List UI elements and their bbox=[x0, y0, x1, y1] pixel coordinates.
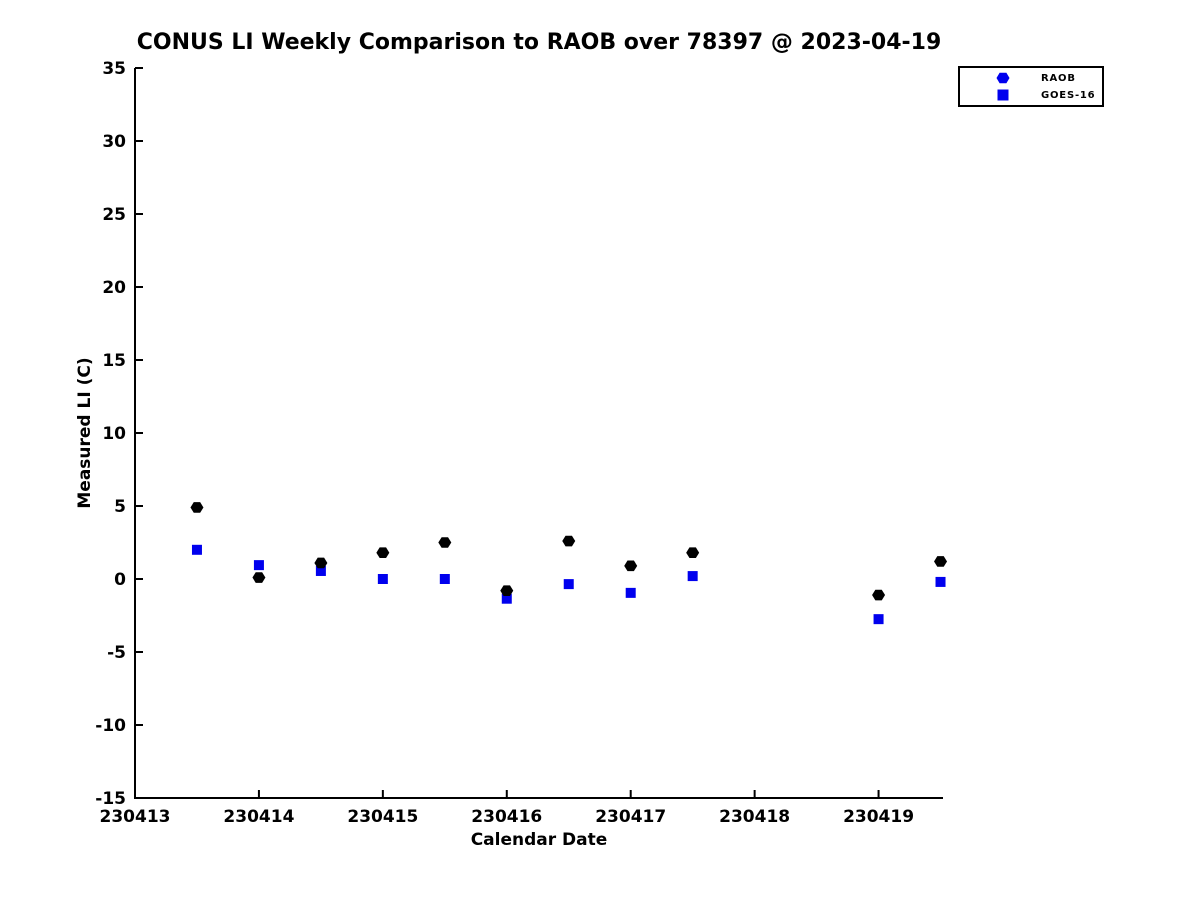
data-point-goes-16 bbox=[625, 587, 636, 598]
data-point-goes-16 bbox=[253, 560, 264, 571]
data-point-goes-16 bbox=[377, 574, 388, 584]
data-point-goes-16 bbox=[501, 593, 512, 604]
chart-title: CONUS LI Weekly Comparison to RAOB over … bbox=[136, 30, 942, 55]
data-point-goes-16 bbox=[563, 579, 574, 590]
data-point-goes-16 bbox=[439, 574, 450, 584]
x-axis-label: Calendar Date bbox=[470, 830, 608, 850]
data-point-raob bbox=[934, 556, 948, 567]
data-point-goes-16 bbox=[191, 544, 202, 555]
data-point-goes-16 bbox=[873, 614, 884, 625]
goes16-square-icon bbox=[997, 89, 1009, 101]
data-point-raob bbox=[190, 502, 204, 513]
y-tick-label: -10 bbox=[95, 716, 126, 736]
y-tick-label: 0 bbox=[114, 570, 126, 590]
data-point-raob bbox=[252, 572, 266, 583]
data-point-goes-16 bbox=[687, 571, 698, 582]
x-tick-label: 230416 bbox=[471, 807, 542, 827]
legend-label-goes16: GOES-16 bbox=[1041, 89, 1096, 101]
y-tick-label: 15 bbox=[102, 351, 126, 371]
y-tick-label: 25 bbox=[102, 205, 126, 225]
legend-label-raob: RAOB bbox=[1041, 72, 1076, 84]
x-tick-label: 230414 bbox=[223, 807, 294, 827]
y-tick-label: 35 bbox=[102, 59, 126, 79]
x-tick-label: 230413 bbox=[100, 807, 171, 827]
y-tick-label: 20 bbox=[102, 278, 126, 298]
x-tick-label: 230415 bbox=[347, 807, 418, 827]
data-point-raob bbox=[500, 585, 514, 596]
y-tick-label: 5 bbox=[114, 497, 126, 517]
x-tick-label: 230417 bbox=[595, 807, 666, 827]
legend: RAOB GOES-16 bbox=[958, 66, 1104, 107]
data-point-raob bbox=[438, 537, 452, 548]
data-point-raob bbox=[624, 560, 638, 572]
data-point-goes-16 bbox=[935, 576, 946, 587]
data-point-raob bbox=[872, 589, 886, 601]
legend-item-raob: RAOB bbox=[960, 70, 1102, 87]
axis-spines bbox=[134, 68, 943, 799]
data-point-raob bbox=[686, 547, 700, 559]
data-point-raob bbox=[376, 547, 390, 559]
legend-item-goes16: GOES-16 bbox=[960, 87, 1102, 104]
x-tick-label: 230418 bbox=[719, 807, 790, 827]
y-tick-label: -15 bbox=[95, 789, 126, 809]
y-tick-label: -5 bbox=[107, 643, 126, 663]
raob-hexagon-icon bbox=[996, 72, 1010, 84]
data-point-raob bbox=[314, 557, 328, 569]
data-point-goes-16 bbox=[315, 565, 326, 576]
x-tick-label: 230419 bbox=[843, 807, 914, 827]
y-tick-label: 30 bbox=[102, 132, 126, 152]
data-point-raob bbox=[562, 535, 576, 547]
y-tick-label: 10 bbox=[102, 424, 126, 444]
